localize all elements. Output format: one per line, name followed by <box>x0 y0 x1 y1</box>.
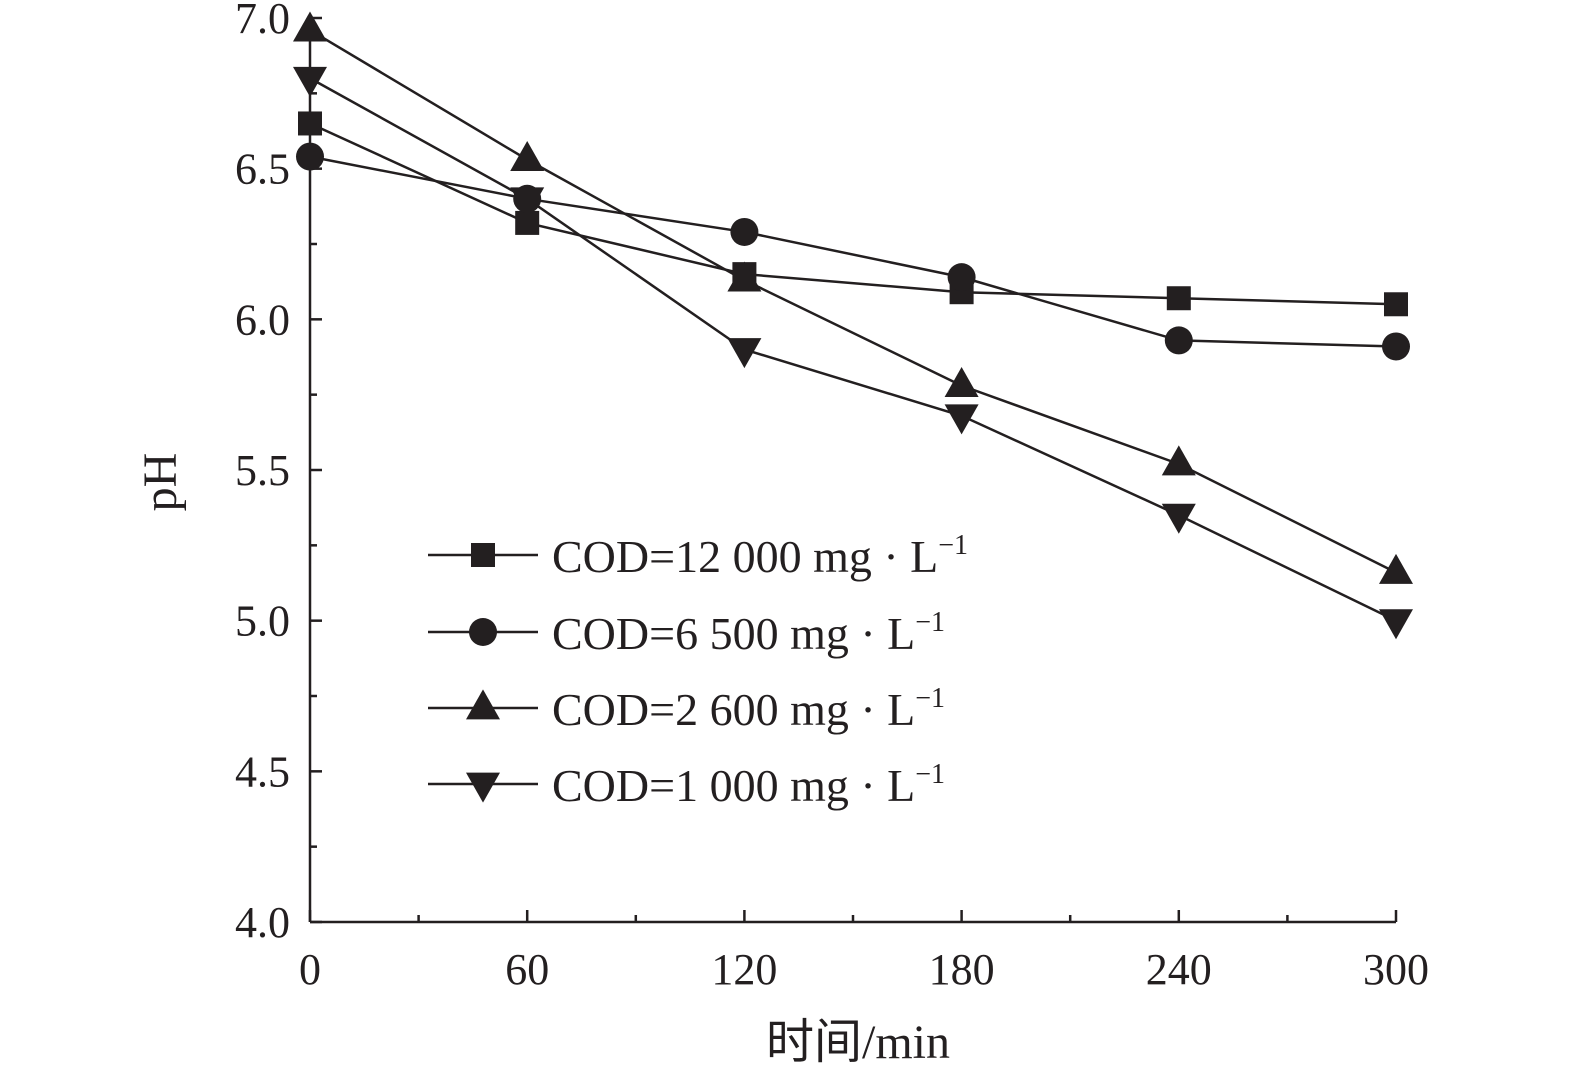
y-tick-label: 7.0 <box>235 0 290 43</box>
axis-ticks <box>308 16 1398 924</box>
data-point-triangle-up <box>293 11 327 42</box>
series-line-2 <box>309 155 1397 348</box>
x-tick-label: 0 <box>299 945 321 994</box>
data-point-triangle-up <box>944 367 979 398</box>
data-point-circle <box>730 217 759 246</box>
tick-labels: 0 60 120 180 240 300 4.0 4.5 5.0 5.5 6.0 6.5 7.0 <box>235 0 1429 994</box>
data-point-circle <box>296 142 324 171</box>
data-point-circle <box>1382 332 1410 361</box>
data-point-triangle-up <box>510 141 545 172</box>
y-tick-label: 6.0 <box>235 295 290 344</box>
data-point-triangle-down <box>944 404 979 435</box>
data-point-circle <box>947 263 976 292</box>
legend-label: COD=1 000 mg · L−1 <box>552 759 945 811</box>
x-tick-label: 120 <box>711 945 777 994</box>
data-point-triangle-down <box>510 187 545 218</box>
legend-marker-triangle-down <box>466 772 500 803</box>
series-line-3 <box>309 28 1397 574</box>
y-tick-label: 5.0 <box>235 597 290 646</box>
legend-marker-square <box>471 543 495 567</box>
x-tick-label: 180 <box>929 945 995 994</box>
y-tick-label: 5.5 <box>235 446 290 495</box>
legend-marker-circle <box>469 618 497 646</box>
series-line-4 <box>309 77 1397 622</box>
legend-label-superscript: −1 <box>938 530 968 561</box>
series-markers <box>293 11 1413 640</box>
data-point-square <box>298 111 322 136</box>
data-point-triangle-down <box>1161 503 1196 534</box>
data-point-triangle-down <box>727 338 762 369</box>
legend-label: COD=6 500 mg · L−1 <box>552 607 945 659</box>
data-point-triangle-down <box>1379 609 1413 640</box>
x-tick-label: 240 <box>1146 945 1212 994</box>
series-line-1 <box>309 122 1397 306</box>
data-point-triangle-up <box>1379 553 1413 584</box>
x-tick-label: 60 <box>505 945 549 994</box>
legend-label-superscript: −1 <box>915 759 945 790</box>
series-lines <box>309 28 1397 622</box>
data-point-circle <box>1164 326 1193 355</box>
data-point-triangle-up <box>1161 445 1196 476</box>
legend-label: COD=2 600 mg · L−1 <box>552 683 945 735</box>
legend-label-superscript: −1 <box>915 683 945 714</box>
y-tick-label: 6.5 <box>235 145 290 194</box>
x-axis-title: 时间/min <box>766 1016 950 1069</box>
data-point-square <box>1166 286 1191 311</box>
y-axis-title: pH <box>134 453 187 512</box>
data-point-triangle-up <box>727 261 762 292</box>
legend: COD=12 000 mg · L−1 COD=6 500 mg · L−1 COD… <box>428 530 968 811</box>
y-tick-label: 4.0 <box>235 898 290 947</box>
legend-label: COD=12 000 mg · L−1 <box>552 530 968 582</box>
legend-marker-triangle-up <box>466 689 500 720</box>
x-tick-label: 300 <box>1363 945 1429 994</box>
y-tick-label: 4.5 <box>235 747 290 796</box>
data-point-square <box>1384 292 1408 317</box>
data-point-triangle-down <box>293 66 327 97</box>
legend-label-superscript: −1 <box>915 607 945 638</box>
